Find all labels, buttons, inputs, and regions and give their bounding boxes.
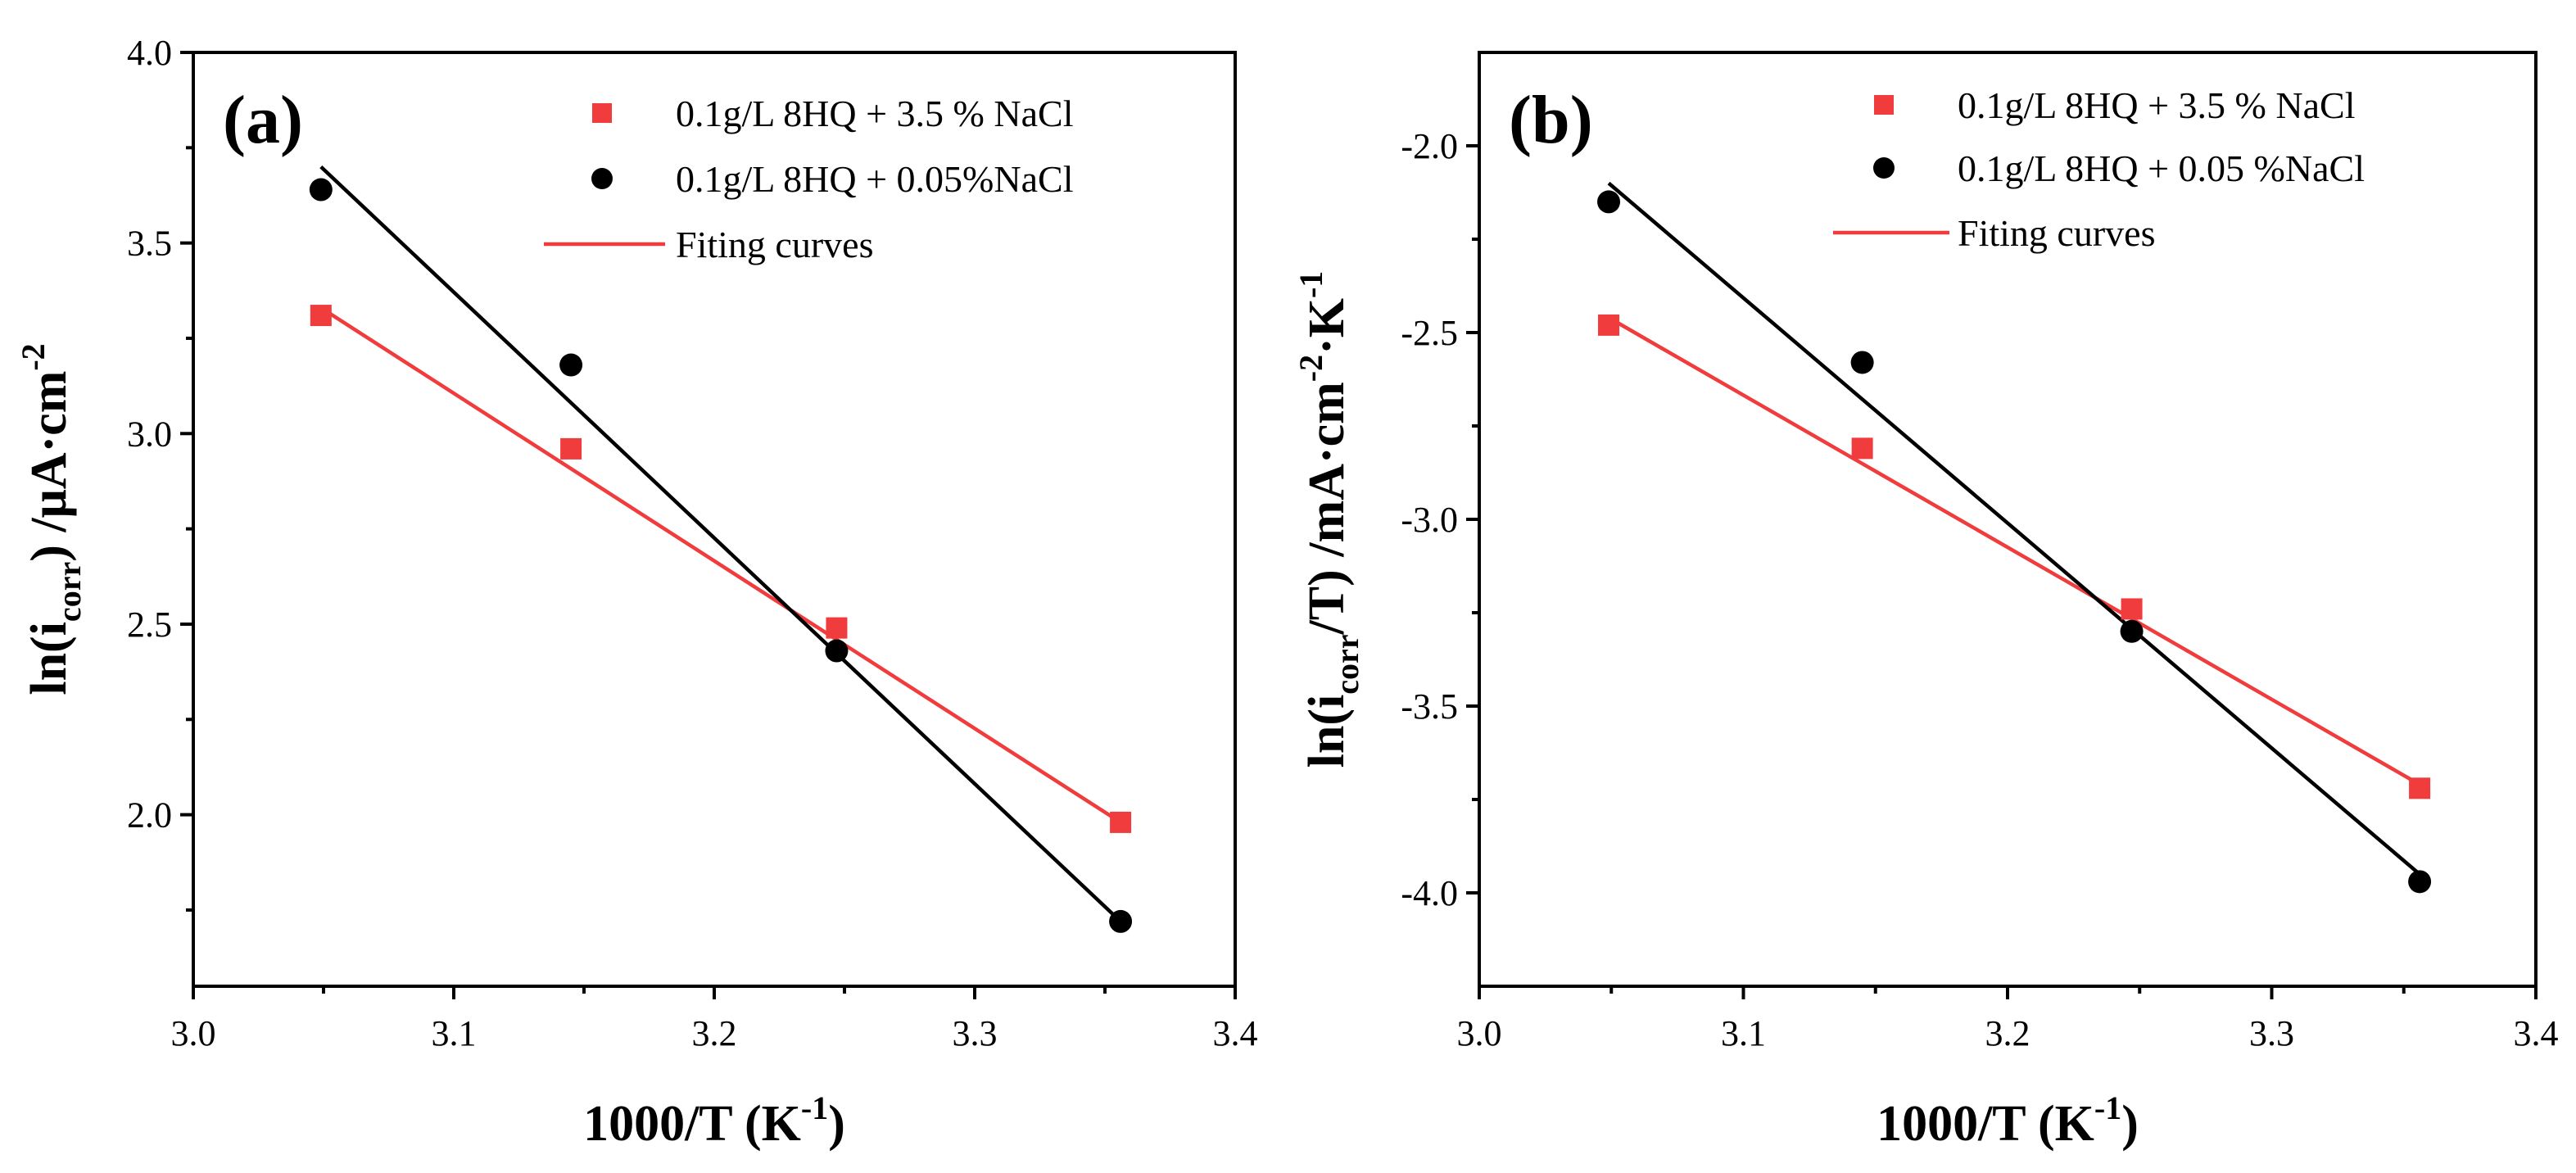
legend-label: 0.1g/L 8HQ + 0.05%NaCl	[676, 158, 1073, 200]
data-point-circle	[1850, 351, 1874, 374]
data-point-square	[1851, 437, 1873, 460]
data-point-square	[560, 437, 582, 460]
fit-line	[1607, 315, 2421, 786]
legend-label: Fiting curves	[676, 224, 873, 265]
y-axis-title: ln(icorr/T) /mA·cm-2·K-1	[1293, 271, 1365, 768]
legend-label: 0.1g/L 8HQ + 3.5 % NaCl	[1958, 84, 2355, 126]
y-tick-label: 2.5	[127, 605, 172, 645]
data-point-circle	[559, 353, 583, 377]
y-tick-label: 3.5	[127, 224, 172, 264]
data-point-square	[1110, 811, 1132, 833]
legend-marker-circle	[591, 168, 613, 189]
data-point-circle	[825, 639, 849, 663]
x-tick-label: 3.2	[1985, 1013, 2030, 1053]
plot-frame	[1478, 51, 2538, 988]
legend-marker-square	[1874, 95, 1894, 115]
legend-label: 0.1g/L 8HQ + 3.5 % NaCl	[676, 93, 1073, 134]
y-tick-label: 3.0	[127, 414, 172, 454]
legend-label: 0.1g/L 8HQ + 0.05 %NaCl	[1958, 147, 2365, 189]
chart-panel-a: 3.0 3.1 3.2 3.3 3.4 2.0 2.5 3.0 3.5 4.0 (a) 0.1g/L …	[15, 33, 1258, 1152]
x-tick-label: 3.4	[1213, 1013, 1258, 1053]
chart-panel-b: 3.0 3.1 3.2 3.3 3.4 -4.0 -3.5 -3.0 -2.5 -2.0 (b) 0.…	[1293, 51, 2559, 1152]
x-tick-label: 3.0	[171, 1013, 216, 1053]
fit-line	[1607, 181, 2421, 876]
legend-label: Fiting curves	[1958, 212, 2155, 254]
x-tick-label: 3.1	[1721, 1013, 1766, 1053]
y-tick-label: -3.0	[1401, 500, 1458, 540]
x-axis-title: 1000/T (K-1)	[583, 1089, 845, 1152]
y-tick-label: -2.5	[1401, 313, 1458, 353]
x-tick-label: 3.0	[1457, 1013, 1502, 1053]
y-tick-label: 4.0	[127, 33, 172, 73]
data-point-square	[310, 305, 332, 327]
data-point-circle	[309, 178, 333, 202]
fit-line	[319, 165, 1122, 923]
panel-label: (b)	[1509, 82, 1593, 158]
data-point-square	[1598, 314, 1620, 336]
legend-marker-circle	[1873, 157, 1895, 179]
data-point-circle	[2408, 870, 2432, 894]
data-point-circle	[2120, 619, 2144, 643]
y-axis-title: ln(icorr) /μA·cm-2	[15, 343, 88, 695]
x-tick-label: 3.3	[953, 1013, 998, 1053]
y-tick-label: -2.0	[1401, 126, 1458, 166]
x-tick-label: 3.4	[2514, 1013, 2559, 1053]
legend: 0.1g/L 8HQ + 3.5 % NaCl 0.1g/L 8HQ + 0.05…	[1833, 84, 2365, 254]
x-tick-label: 3.3	[2249, 1013, 2294, 1053]
data-point-square	[826, 617, 848, 639]
x-tick-label: 3.1	[432, 1013, 477, 1053]
panel-label: (a)	[223, 82, 303, 158]
y-tick-label: -4.0	[1401, 873, 1458, 913]
data-point-square	[2409, 777, 2431, 799]
data-point-square	[2121, 598, 2143, 620]
x-tick-label: 3.2	[692, 1013, 737, 1053]
x-axis-title: 1000/T (K-1)	[1877, 1089, 2139, 1152]
y-tick-label: -3.5	[1401, 686, 1458, 727]
data-point-circle	[1597, 190, 1621, 214]
fit-line	[319, 306, 1122, 824]
legend-marker-square	[592, 103, 612, 123]
legend: 0.1g/L 8HQ + 3.5 % NaCl 0.1g/L 8HQ + 0.05…	[544, 93, 1073, 265]
y-tick-label: 2.0	[127, 795, 172, 836]
data-point-circle	[1109, 909, 1133, 933]
